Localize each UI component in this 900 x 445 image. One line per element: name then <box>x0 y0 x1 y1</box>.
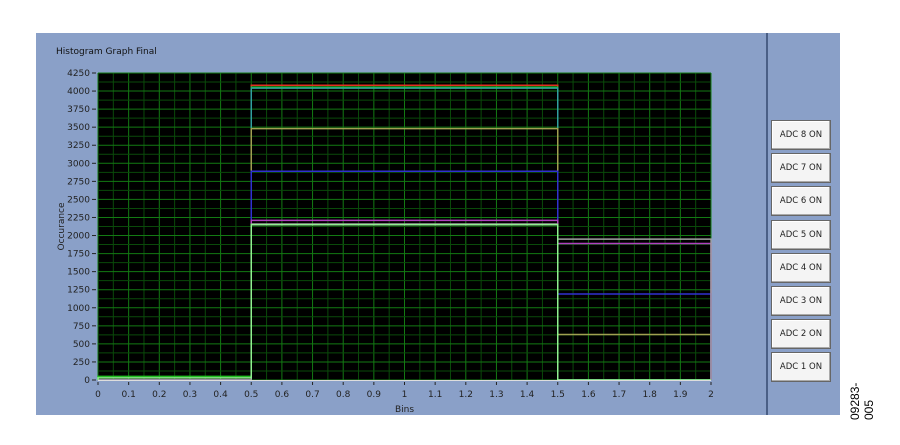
x-tick-label: 1 <box>402 390 408 400</box>
adc-7-on-button[interactable]: ADC 7 ON <box>771 153 831 184</box>
y-tick-label: 3500 <box>67 123 90 133</box>
y-tick-label: 0 <box>84 376 90 386</box>
y-tick-label: 3250 <box>67 141 90 151</box>
x-tick-label: 0.2 <box>152 390 166 400</box>
y-tick-label: 2250 <box>67 213 90 223</box>
adc-6-on-button[interactable]: ADC 6 ON <box>771 186 831 217</box>
y-tick-label: 2500 <box>67 195 90 205</box>
x-tick-label: 1.2 <box>459 390 473 400</box>
y-tick-label: 1500 <box>67 268 90 278</box>
x-tick-label: 0.8 <box>336 390 351 400</box>
adc-5-on-button[interactable]: ADC 5 ON <box>771 219 831 250</box>
adc-2-on-button[interactable]: ADC 2 ON <box>771 319 831 350</box>
x-tick-label: 0.7 <box>305 390 319 400</box>
y-axis-label: Occurance <box>57 202 67 251</box>
x-tick-label: 0.5 <box>244 390 258 400</box>
x-tick-label: 1.4 <box>520 390 535 400</box>
y-tick-label: 2000 <box>67 232 90 242</box>
x-axis-label: Bins <box>395 405 414 415</box>
graph-title: Histogram Graph Final <box>56 47 157 57</box>
x-tick-label: 0.9 <box>367 390 382 400</box>
x-tick-label: 1.8 <box>643 390 658 400</box>
x-tick-label: 2 <box>708 390 714 400</box>
y-tick-label: 500 <box>73 340 90 350</box>
x-tick-label: 1.7 <box>612 390 626 400</box>
panel-divider <box>766 33 768 415</box>
x-tick-label: 0.4 <box>213 390 228 400</box>
x-tick-label: 0 <box>95 390 101 400</box>
x-tick-label: 1.5 <box>551 390 565 400</box>
figure-id: 09283-005 <box>848 382 876 420</box>
x-tick-label: 0.3 <box>183 390 197 400</box>
x-tick-label: 1.9 <box>673 390 688 400</box>
y-tick-label: 250 <box>73 358 90 368</box>
y-tick-label: 4250 <box>67 69 90 79</box>
x-tick-label: 0.1 <box>121 390 135 400</box>
y-tick-label: 750 <box>73 322 90 332</box>
x-tick-label: 1.6 <box>581 390 596 400</box>
adc-3-on-button[interactable]: ADC 3 ON <box>771 286 831 316</box>
x-tick-label: 1.1 <box>428 390 442 400</box>
x-tick-label: 0.6 <box>275 390 290 400</box>
y-tick-label: 3750 <box>67 105 90 115</box>
adc-8-on-button[interactable]: ADC 8 ON <box>771 120 831 150</box>
y-tick-label: 2750 <box>67 177 90 187</box>
y-tick-label: 4000 <box>67 87 90 97</box>
adc-4-on-button[interactable]: ADC 4 ON <box>771 252 831 283</box>
y-tick-label: 1750 <box>67 250 90 260</box>
y-tick-label: 1000 <box>67 304 90 314</box>
x-tick-label: 1.3 <box>489 390 503 400</box>
adc-1-on-button[interactable]: ADC 1 ON <box>771 352 831 383</box>
y-tick-label: 1250 <box>67 286 90 296</box>
y-tick-label: 3000 <box>67 159 90 169</box>
